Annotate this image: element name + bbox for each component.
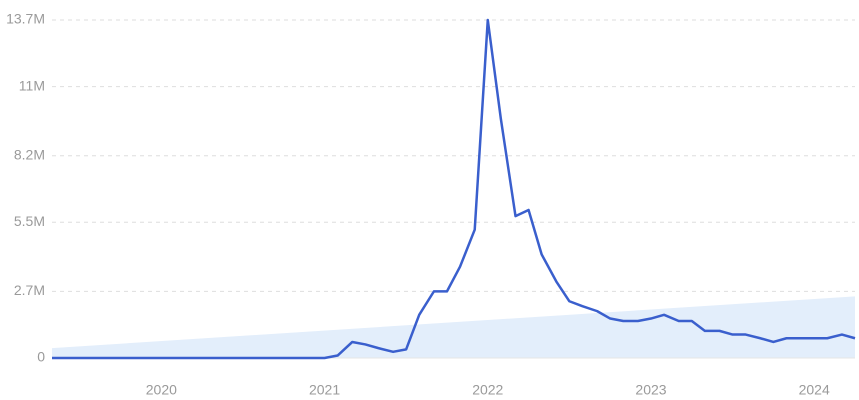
x-tick-label: 2022 bbox=[472, 382, 503, 398]
y-tick-label: 5.5M bbox=[14, 213, 45, 229]
y-tick-label: 0 bbox=[37, 349, 45, 365]
x-tick-label: 2024 bbox=[799, 382, 830, 398]
y-tick-label: 8.2M bbox=[14, 146, 45, 162]
y-tick-label: 2.7M bbox=[14, 282, 45, 298]
y-tick-label: 13.7M bbox=[6, 11, 45, 27]
trend-area bbox=[52, 296, 855, 358]
x-tick-label: 2023 bbox=[635, 382, 666, 398]
y-tick-label: 11M bbox=[19, 77, 45, 93]
line bbox=[52, 18, 856, 360]
x-tick-label: 2021 bbox=[309, 382, 340, 398]
x-tick-label: 2020 bbox=[146, 382, 177, 398]
